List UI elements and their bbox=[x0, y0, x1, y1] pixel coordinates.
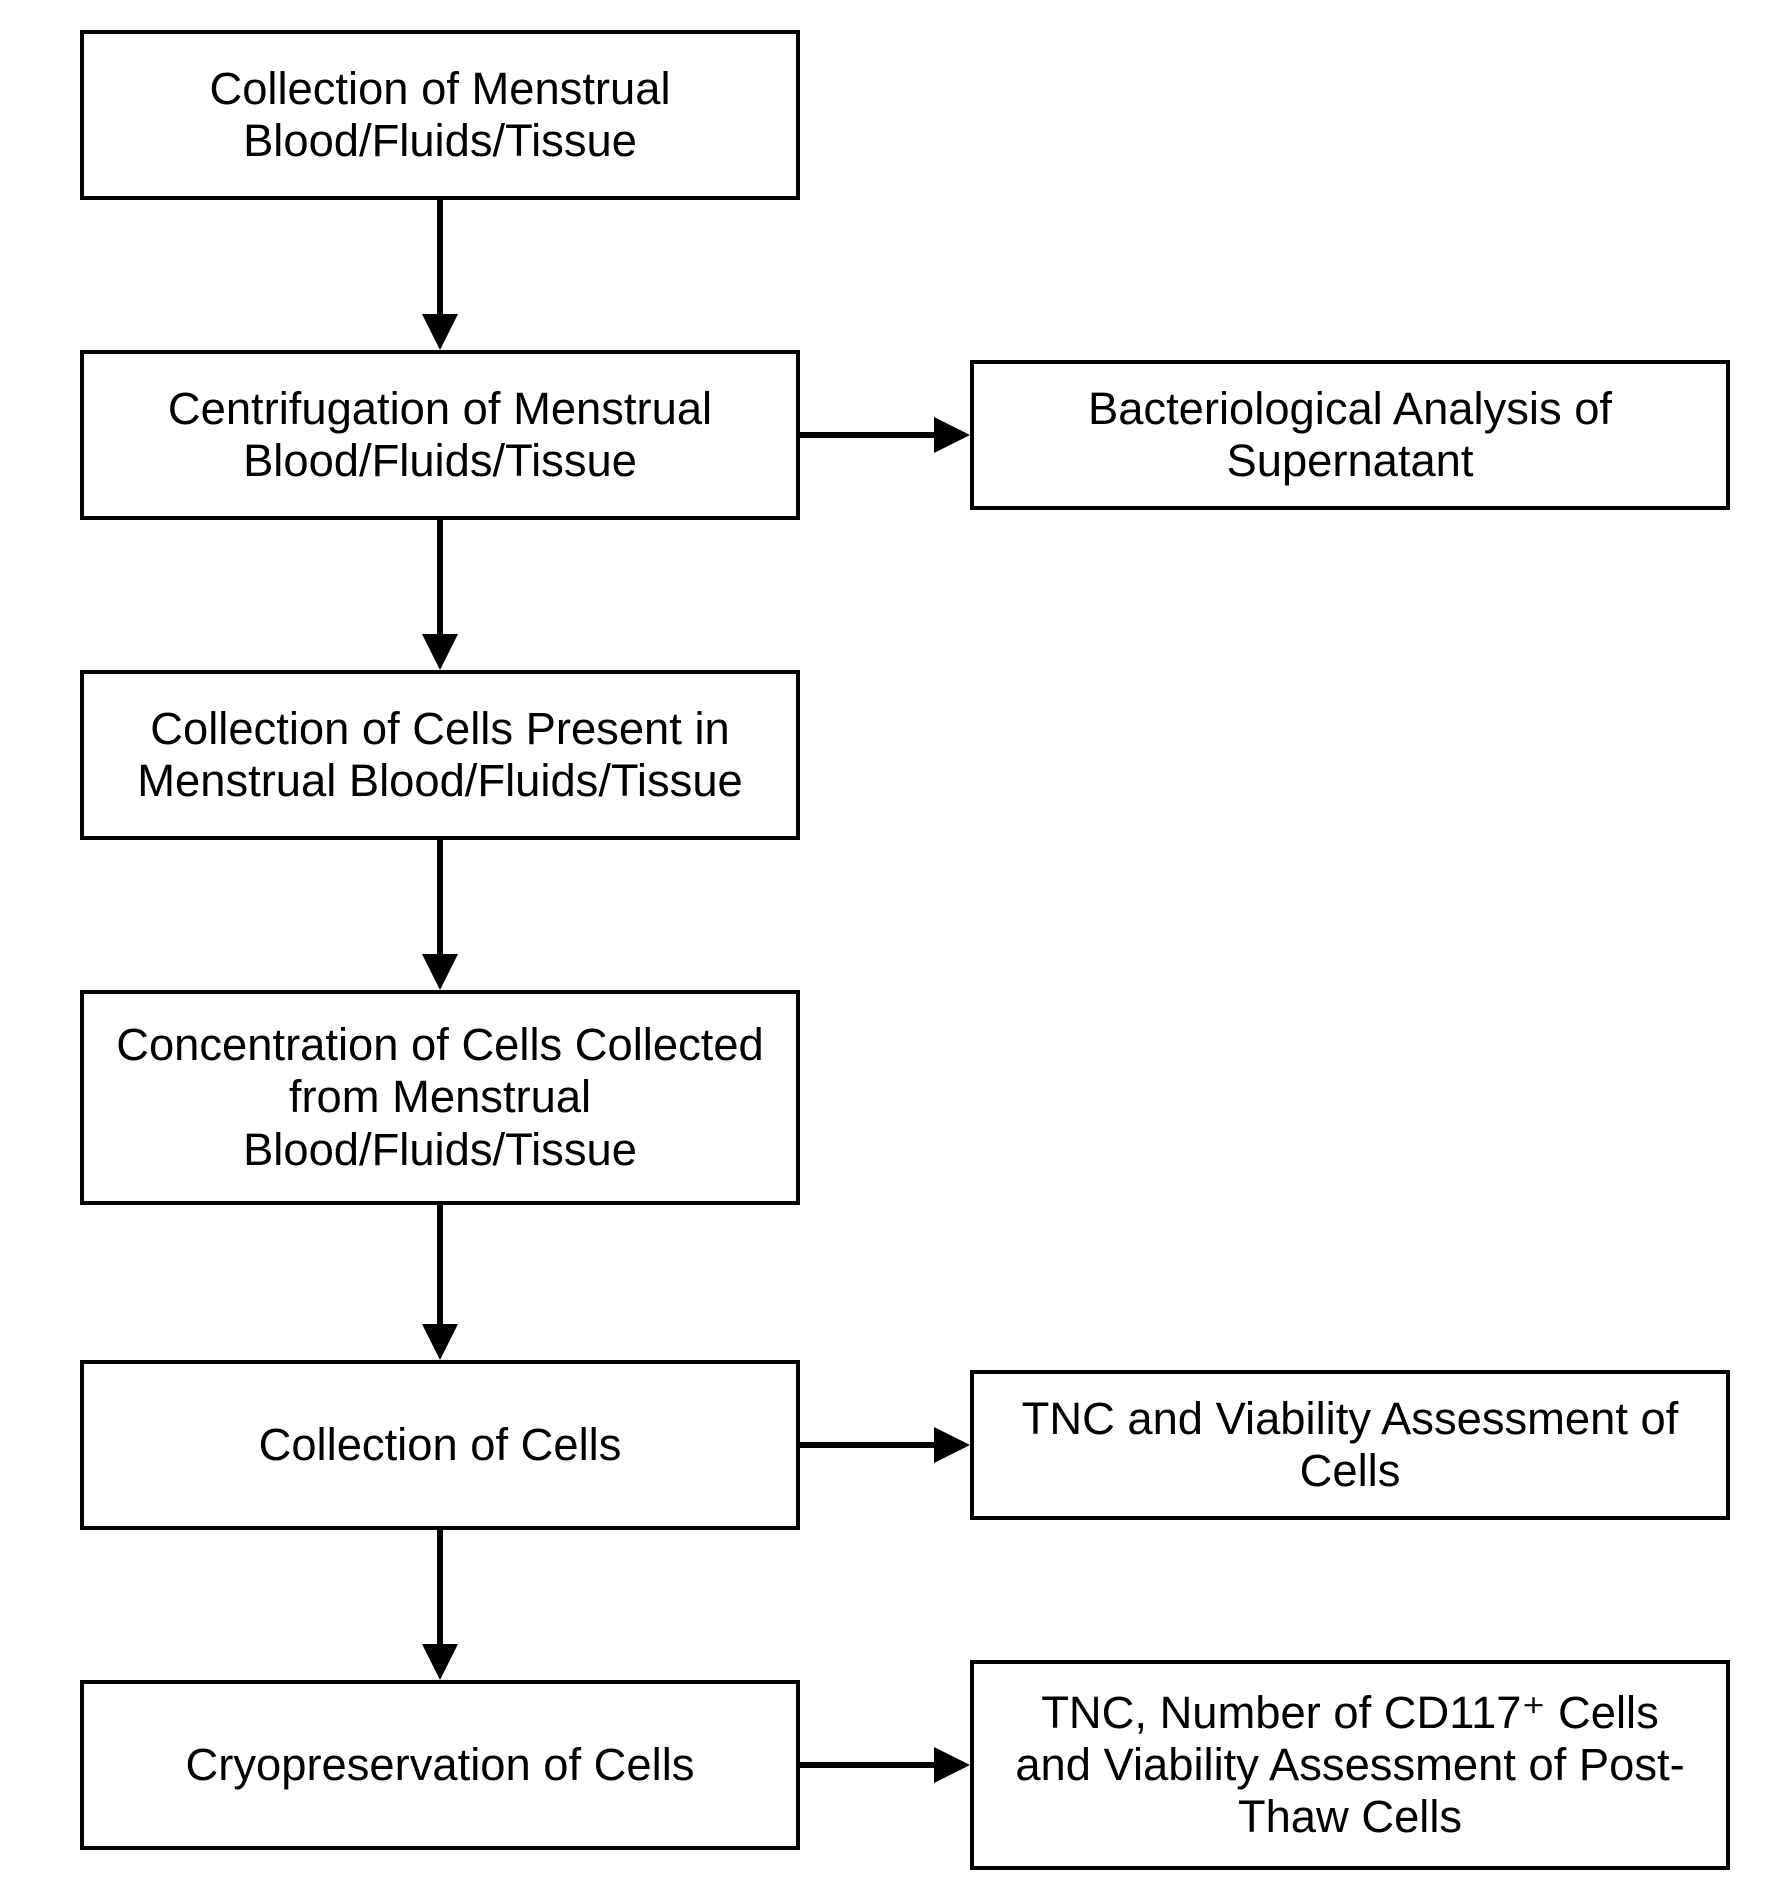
flowchart-node-n2: Centrifugation of Menstrual Blood/Fluids… bbox=[80, 350, 800, 520]
flowchart-node-n5: Collection of Cells bbox=[80, 1360, 800, 1530]
flowchart-node-n6b: TNC, Number of CD117⁺ Cells and Viabilit… bbox=[970, 1660, 1730, 1870]
edge-n3-n4 bbox=[422, 840, 458, 990]
edge-n5-n5b bbox=[800, 1427, 970, 1463]
edge-n2-n2b bbox=[800, 417, 970, 453]
edge-n1-n2 bbox=[422, 200, 458, 350]
flowchart-node-n5b: TNC and Viability Assessment of Cells bbox=[970, 1370, 1730, 1520]
flowchart-node-n4: Concentration of Cells Collected from Me… bbox=[80, 990, 800, 1205]
edge-n2-n3 bbox=[422, 520, 458, 670]
edge-n5-n6 bbox=[422, 1530, 458, 1680]
flowchart-node-n2b: Bacteriological Analysis of Supernatant bbox=[970, 360, 1730, 510]
edge-n6-n6b bbox=[800, 1747, 970, 1783]
flowchart-edges bbox=[0, 0, 1778, 1902]
flowchart-node-n3: Collection of Cells Present in Menstrual… bbox=[80, 670, 800, 840]
edge-n4-n5 bbox=[422, 1205, 458, 1360]
flowchart-node-n1: Collection of Menstrual Blood/Fluids/Tis… bbox=[80, 30, 800, 200]
flowchart-node-n6: Cryopreservation of Cells bbox=[80, 1680, 800, 1850]
